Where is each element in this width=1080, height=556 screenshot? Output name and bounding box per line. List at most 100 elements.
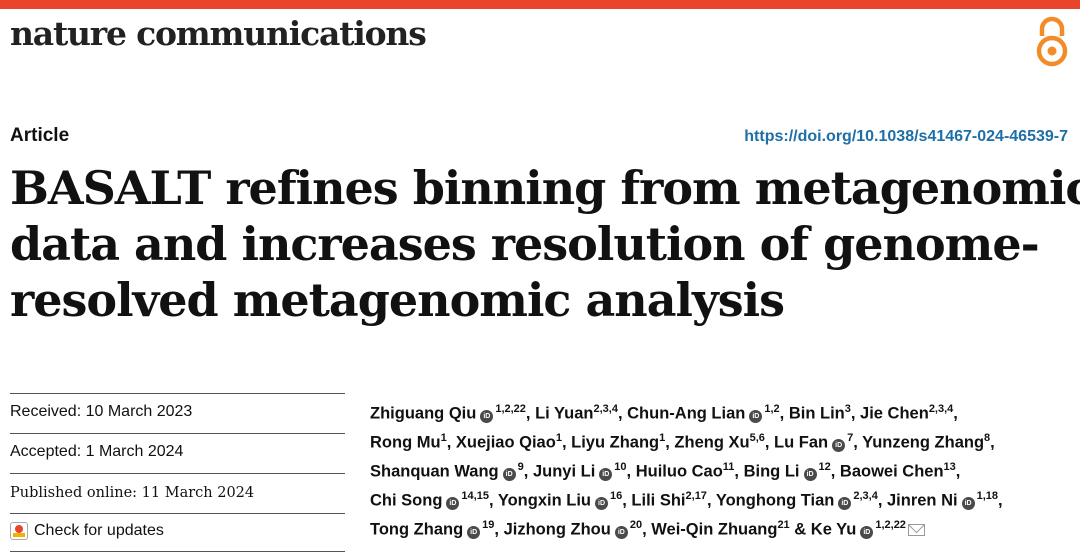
affiliation-number[interactable]: 1,2 <box>764 403 780 415</box>
orcid-icon[interactable]: iD <box>838 496 852 510</box>
author-line: Zhiguang Qiu iD1,2,22, Li Yuan2,3,4, Chun… <box>370 397 1070 426</box>
affiliation-number[interactable]: 1 <box>440 432 447 445</box>
author-name[interactable]: Junyi Li <box>532 462 596 481</box>
affiliation-number[interactable]: 21 <box>777 519 790 532</box>
affiliation-number[interactable]: 14,15 <box>461 490 489 503</box>
author-separator: , <box>850 404 861 423</box>
affiliation-number[interactable]: 8 <box>984 432 991 445</box>
orcid-icon[interactable]: iD <box>502 467 516 481</box>
author-separator: , <box>622 491 632 510</box>
author-name[interactable]: Yonghong Tian <box>715 491 835 510</box>
author-list: Zhiguang Qiu iD1,2,22, Li Yuan2,3,4, Chun… <box>370 397 1070 542</box>
author-name[interactable]: Yunzeng Zhang <box>862 433 985 452</box>
orcid-icon[interactable]: iD <box>595 496 608 510</box>
author-name[interactable]: Yongxin Liu <box>497 491 591 510</box>
article-title: BASALT refines binning from metagenomic … <box>10 160 1080 328</box>
affiliation-number[interactable]: 2,3,4 <box>853 490 878 503</box>
author-name[interactable]: Zheng Xu <box>674 433 750 452</box>
check-updates-label: Check for updates <box>34 522 164 539</box>
affiliation-number[interactable]: 20 <box>629 519 643 532</box>
orcid-icon[interactable]: iD <box>480 409 494 423</box>
author-name[interactable]: Lili Shi <box>631 491 686 510</box>
affiliation-number[interactable]: 2,17 <box>685 490 707 503</box>
author-separator: , <box>830 462 840 481</box>
affiliation-number[interactable]: 11 <box>722 461 735 474</box>
author-name[interactable]: Baowei Chen <box>839 462 944 481</box>
author-name[interactable]: Lu Fan <box>774 433 829 452</box>
doi-link[interactable]: https://doi.org/10.1038/s41467-024-46539… <box>744 128 1068 145</box>
affiliation-number[interactable]: 1 <box>555 432 562 445</box>
author-separator: , <box>706 491 716 510</box>
affiliation-number[interactable]: 1,18 <box>976 490 999 503</box>
author-name[interactable]: Chun-Ang Lian <box>627 404 746 423</box>
orcid-icon[interactable]: iD <box>961 496 975 510</box>
affiliation-number[interactable]: 9 <box>517 461 524 474</box>
divider <box>10 551 345 552</box>
affiliation-number[interactable]: 5,6 <box>749 432 765 445</box>
author-separator: , <box>877 491 887 510</box>
author-name[interactable]: Xuejiao Qiao <box>455 433 556 452</box>
affiliation-number[interactable]: 16 <box>610 490 623 503</box>
affiliation-number[interactable]: 2,3,4 <box>593 403 618 415</box>
affiliation-number[interactable]: 13 <box>943 461 956 474</box>
author-name[interactable]: Zhiguang Qiu <box>370 404 477 423</box>
affiliation-number[interactable]: 2,3,4 <box>928 403 954 415</box>
affiliation-number[interactable]: 3 <box>844 403 851 415</box>
orcid-icon[interactable]: iD <box>803 467 817 481</box>
article-type: Article <box>10 125 70 146</box>
author-separator: , <box>665 433 675 452</box>
divider <box>10 433 345 434</box>
affiliation-number[interactable]: 19 <box>482 519 495 532</box>
orcid-icon[interactable]: iD <box>860 525 874 539</box>
journal-name[interactable]: nature communications <box>10 14 427 53</box>
author-name[interactable]: Shanquan Wang <box>370 462 499 481</box>
orcid-icon[interactable]: iD <box>446 496 460 510</box>
author-separator: , <box>561 433 572 452</box>
author-name[interactable]: Tong Zhang <box>370 520 464 539</box>
orcid-icon[interactable]: iD <box>614 525 628 539</box>
affiliation-number[interactable]: 10 <box>614 461 627 474</box>
author-separator: , <box>990 433 995 452</box>
author-separator: , <box>764 433 775 452</box>
author-line: Shanquan Wang iD9, Junyi Li iD10, Huiluo C… <box>370 455 1070 484</box>
orcid-icon[interactable]: iD <box>467 525 481 539</box>
orcid-icon[interactable]: iD <box>749 409 763 423</box>
accepted-date: Accepted: 1 March 2024 <box>10 443 184 460</box>
author-line: Chi Song iD14,15, Yongxin Liu iD16, Lili S… <box>370 484 1070 513</box>
author-separator: , <box>953 404 958 423</box>
top-accent-bar <box>0 0 1080 9</box>
published-date: Published online: 11 March 2024 <box>10 485 255 501</box>
check-updates-button[interactable]: Check for updates <box>10 522 345 540</box>
author-separator: , <box>734 462 744 481</box>
author-separator: , <box>642 520 652 539</box>
author-separator: , <box>446 433 456 452</box>
check-updates-icon <box>10 522 28 540</box>
author-name[interactable]: Ke Yu <box>810 520 857 539</box>
author-name[interactable]: Wei-Qin Zhuang <box>651 520 778 539</box>
author-name[interactable]: Rong Mu <box>370 433 441 452</box>
author-name[interactable]: Li Yuan <box>535 404 594 423</box>
affiliation-number[interactable]: 7 <box>847 432 854 445</box>
author-separator: , <box>626 462 636 481</box>
author-separator: , <box>523 462 533 481</box>
orcid-icon[interactable]: iD <box>599 467 613 481</box>
author-name[interactable]: Jinren Ni <box>887 491 958 510</box>
author-name[interactable]: Jie Chen <box>860 404 929 423</box>
affiliation-number[interactable]: 1,2,22 <box>495 403 526 415</box>
author-separator: , <box>955 462 961 481</box>
orcid-icon[interactable]: iD <box>832 438 846 452</box>
affiliation-number[interactable]: 12 <box>818 461 831 474</box>
affiliation-number[interactable]: 1 <box>659 432 666 445</box>
author-line: Tong Zhang iD19, Jizhong Zhou iD20, Wei-Qi… <box>370 513 1070 542</box>
author-name[interactable]: Bing Li <box>743 462 800 481</box>
author-name[interactable]: Huiluo Cao <box>635 462 723 481</box>
author-name[interactable]: Chi Song <box>370 491 443 510</box>
author-separator: , <box>779 404 789 423</box>
email-icon[interactable] <box>907 523 925 536</box>
author-name[interactable]: Jizhong Zhou <box>503 520 611 539</box>
author-name[interactable]: Liyu Zhang <box>571 433 660 452</box>
author-separator: , <box>525 404 536 423</box>
divider <box>10 393 345 394</box>
author-name[interactable]: Bin Lin <box>788 404 845 423</box>
affiliation-number[interactable]: 1,2,22 <box>875 519 906 532</box>
